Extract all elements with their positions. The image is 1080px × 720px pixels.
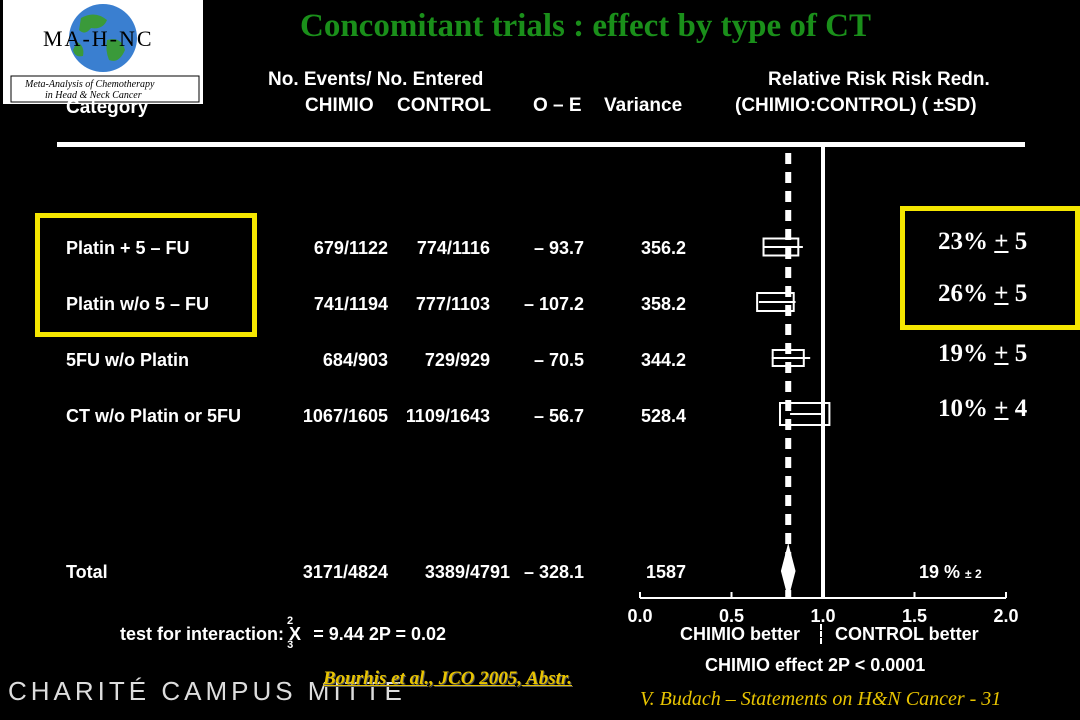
logo-text: MA-H-NC [43,26,154,51]
risk-reduction-value: 23% [938,228,988,255]
row-chimio: 1067/1605 [302,406,388,426]
effect-box [756,292,795,312]
plus-minus-sign: + [994,340,1009,367]
charite-logo: CHARITÉ CAMPUS MITTE [8,676,406,706]
header-events: No. Events/ No. Entered [268,69,484,90]
row-oe: – 70.5 [533,350,584,370]
x-tick-label: 1.0 [810,606,835,626]
header-rule [57,142,1025,147]
risk-reduction-sd: 4 [1014,395,1028,422]
header-rr1: Relative Risk Risk Redn. [768,69,990,90]
row-category: 5FU w/o Platin [66,350,190,370]
x-tick-label: 0.0 [627,606,652,626]
row-category: CT w/o Platin or 5FU [66,406,242,426]
better-divider [820,624,824,644]
row-variance: 358.2 [640,294,686,314]
header-control: CONTROL [397,95,491,116]
header-oe: O – E [533,95,582,116]
x-tick-label: 2.0 [993,606,1018,626]
risk-reduction-sd: 5 [1014,228,1028,255]
logo-subtitle-1: Meta-Analysis of Chemotherapy [25,79,155,90]
effect-box [762,237,800,257]
plus-minus-sign: + [994,228,1009,255]
risk-reduction: 19% + 5 [938,340,1027,368]
reference-link[interactable]: Bourhis et al., JCO 2005, Abstr. [323,668,572,689]
risk-reduction-value: 10% [938,395,988,422]
row-oe: – 56.7 [533,406,584,426]
row-variance: 356.2 [640,238,686,258]
total-redn-value: 19 % [919,562,961,582]
risk-reduction: 26% + 5 [938,280,1027,308]
row-chimio: 684/903 [322,350,388,370]
row-oe: – 107.2 [523,294,584,314]
row-variance: 344.2 [640,350,686,370]
logo-subtitle-2: in Head & Neck Cancer [45,90,142,101]
control-better: CONTROL better [835,624,979,644]
x-tick-label: 0.5 [719,606,744,626]
highlight-box-reductions [900,206,1080,330]
interaction-sup: 2 [287,615,294,627]
row-control: 729/929 [424,350,490,370]
manc-logo: MA-H-NC Meta-Analysis of Chemotherapy in… [3,0,203,104]
interaction-eq: = 9.44 2P = 0.02 [313,624,447,644]
risk-reduction-value: 26% [938,280,988,307]
effect-box [771,349,805,367]
slide-footer: V. Budach – Statements on H&N Cancer - 3… [640,688,1002,710]
risk-reduction-sd: 5 [1014,340,1028,367]
risk-reduction-value: 19% [938,340,988,367]
row-category: Platin w/o 5 – FU [66,294,210,314]
highlight-box-platin [35,213,257,337]
header-category: Category [66,97,149,118]
header-rr2: (CHIMIO:CONTROL) ( ±SD) [735,95,977,116]
row-oe: – 93.7 [533,238,584,258]
total-label: Total [66,562,108,582]
total-variance: 1587 [645,562,686,582]
total-chimio: 3171/4824 [302,562,388,582]
total-diamond [780,543,796,599]
row-category: Platin + 5 – FU [66,238,190,258]
row-chimio: 741/1194 [313,294,388,314]
total-oe: – 328.1 [523,562,584,582]
interaction-label: test for interaction: X [120,624,302,644]
risk-reduction-sd: 5 [1014,280,1028,307]
plus-minus-sign: + [994,395,1009,422]
total-redn: 19 % ± 2 [919,562,982,583]
row-control: 774/1116 [416,238,490,258]
row-chimio: 679/1122 [313,238,388,258]
chimio-effect: CHIMIO effect 2P < 0.0001 [705,655,926,675]
row-control: 1109/1643 [405,406,490,426]
slide-title: Concomitant trials : effect by type of C… [300,8,871,44]
interaction-sub: 3 [287,639,294,651]
risk-reduction: 10% + 4 [938,395,1027,423]
effect-box [778,402,831,426]
row-variance: 528.4 [640,406,686,426]
header-variance: Variance [604,95,683,116]
interaction-test: test for interaction: X2 3 = 9.44 2P = 0.0… [120,615,447,651]
row-control: 777/1103 [415,294,490,314]
globe-icon [10,4,200,103]
chimio-better: CHIMIO better [680,624,801,644]
header-chimio: CHIMIO [305,95,374,116]
risk-reduction: 23% + 5 [938,228,1027,256]
total-pm: ± 2 [965,567,982,581]
total-control: 3389/4791 [424,562,510,582]
x-tick-label: 1.5 [902,606,927,626]
plus-minus-sign: + [994,280,1009,307]
